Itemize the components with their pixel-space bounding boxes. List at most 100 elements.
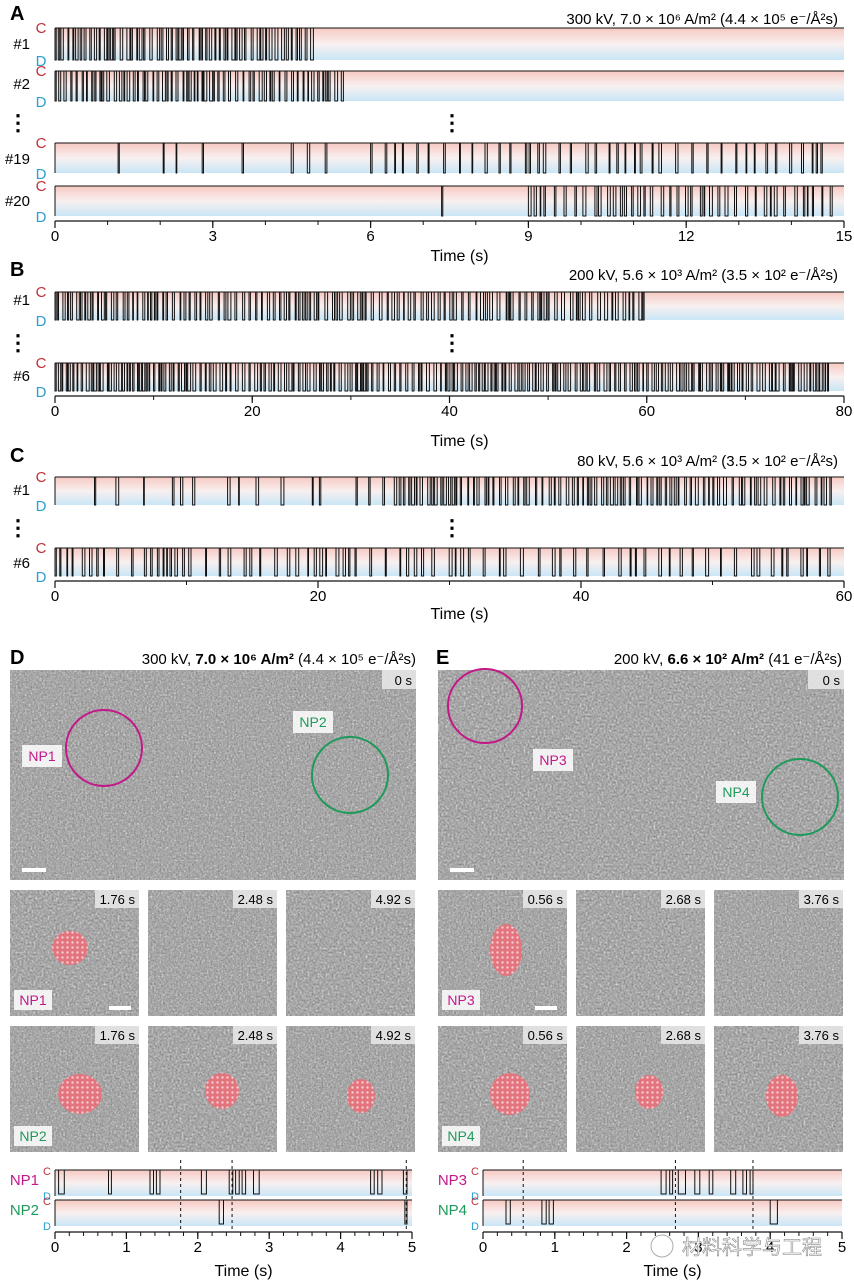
state-d-label: D [36, 94, 47, 111]
state-c-label: C [43, 1166, 51, 1178]
tem-frame: 3.76 s [714, 890, 843, 1016]
nanoparticle-overlay [205, 1073, 239, 1109]
tem-frame: 2.48 s [148, 890, 277, 1016]
np1-circle [65, 709, 143, 787]
frame-time: 2.48 s [238, 1028, 274, 1043]
frame-np-label: NP3 [447, 992, 474, 1008]
axis-e: 0 1 2 3 4 5 Time (s) [479, 1231, 846, 1280]
state-d-label: D [36, 569, 47, 586]
trace-label: NP4 [438, 1202, 467, 1219]
panel-e-condition: 200 kV, 6.6 × 10² A/m² (41 e⁻/Å²s) [614, 651, 842, 668]
track-label: #20 [5, 193, 30, 210]
state-d-label: D [43, 1221, 51, 1233]
state-d-label: D [43, 1191, 51, 1203]
x-tick-label: 20 [244, 403, 261, 420]
frame-np-label: NP2 [19, 1128, 46, 1144]
x-tick-label: 1 [551, 1239, 559, 1256]
nanoparticle-overlay [58, 1074, 102, 1114]
nanoparticle-overlay [490, 924, 522, 976]
watermark-text: 材料科学与工程 [682, 1236, 822, 1259]
state-c-label: C [36, 469, 47, 486]
scale-bar [535, 1006, 557, 1010]
x-tick-label: 0 [51, 588, 59, 605]
frame-time: 3.76 s [804, 1028, 840, 1043]
frame-time: 2.68 s [666, 1028, 702, 1043]
trace-np3: NP3 C D [438, 1166, 842, 1203]
state-c-label: C [36, 178, 47, 195]
x-tick-label: 3 [265, 1239, 273, 1256]
x-axis-label: Time (s) [643, 1263, 701, 1280]
np3-label: NP3 [539, 752, 566, 768]
trace-np1: NP1 C D [10, 1166, 412, 1203]
panel-d-main-image: 0 s NP1 NP2 [10, 670, 416, 880]
state-d-label: D [36, 384, 47, 401]
trace-label: NP1 [10, 1172, 39, 1189]
x-tick-label: 9 [524, 228, 532, 245]
panel-b-condition: 200 kV, 5.6 × 10³ A/m² (3.5 × 10² e⁻/Å²s… [569, 267, 838, 284]
state-c-label: C [36, 284, 47, 301]
x-tick-label: 2 [194, 1239, 202, 1256]
track-c-1: #1 CD [13, 469, 844, 515]
x-axis-label: Time (s) [430, 606, 488, 623]
panel-c-condition: 80 kV, 5.6 × 10³ A/m² (3.5 × 10² e⁻/Å²s) [577, 453, 838, 470]
x-tick-label: 15 [836, 228, 853, 245]
panel-d-frames: 1.76 s NP1 2.48 s 4.92 s 1.76 s NP2 2.48 s 4.92… [10, 890, 415, 1152]
state-d-label: D [471, 1191, 479, 1203]
tem-frame: 0.56 s NP4 [438, 1026, 567, 1152]
np4-label: NP4 [722, 784, 749, 800]
panel-letter-c: C [10, 445, 24, 467]
frame-time: 0.56 s [528, 892, 564, 907]
x-tick-label: 5 [408, 1239, 416, 1256]
track-label: #6 [13, 555, 30, 572]
x-tick-label: 1 [122, 1239, 130, 1256]
frame-np-label: NP4 [447, 1128, 474, 1144]
tem-frame: 4.92 s [286, 890, 415, 1016]
ellipsis-b-left: ⋮ [7, 330, 29, 355]
panel-d-condition: 300 kV, 7.0 × 10⁶ A/m² (4.4 × 10⁵ e⁻/Å²s… [142, 651, 416, 668]
ellipsis-b-center: ⋮ [441, 330, 463, 355]
np4-circle [761, 758, 839, 836]
nanoparticle-overlay [490, 1073, 530, 1115]
x-axis-label: Time (s) [430, 248, 488, 265]
x-tick-label: 4 [336, 1239, 344, 1256]
ellipsis-c-center: ⋮ [441, 515, 463, 540]
track-label: #6 [13, 368, 30, 385]
x-tick-label: 12 [678, 228, 695, 245]
panel-e-time-stamp: 0 s [823, 673, 841, 688]
axis-c: 0 20 40 60 Time (s) [51, 580, 852, 623]
tem-frame: 1.76 s NP1 [10, 890, 139, 1016]
x-tick-label: 0 [479, 1239, 487, 1256]
track-a-1: #1 CD [13, 20, 844, 70]
axis-a: 0 3 6 9 12 15 Time (s) [51, 220, 853, 265]
panel-letter-e: E [436, 647, 449, 669]
nanoparticle-overlay [347, 1079, 375, 1113]
state-c-label: C [36, 63, 47, 80]
state-d-label: D [471, 1221, 479, 1233]
state-c-label: C [471, 1166, 479, 1178]
track-label: #1 [13, 36, 30, 53]
x-tick-label: 0 [51, 228, 59, 245]
panel-d-time-stamp: 0 s [395, 673, 413, 688]
tem-frame: 2.48 s [148, 1026, 277, 1152]
frame-time: 4.92 s [376, 1028, 412, 1043]
x-tick-label: 3 [209, 228, 217, 245]
x-tick-label: 4 [766, 1239, 774, 1256]
track-label: #1 [13, 482, 30, 499]
tem-frame: 4.92 s [286, 1026, 415, 1152]
track-a-20: #20 CD [5, 178, 844, 226]
track-a-2: #2 CD [13, 63, 844, 111]
state-c-label: C [471, 1196, 479, 1208]
x-axis-label: Time (s) [214, 1263, 272, 1280]
state-d-label: D [36, 313, 47, 330]
x-tick-label: 40 [441, 403, 458, 420]
x-tick-label: 0 [51, 403, 59, 420]
tem-frame: 2.68 s [576, 890, 705, 1016]
x-tick-label: 3 [694, 1239, 702, 1256]
nanoparticle-overlay [635, 1075, 663, 1109]
x-tick-label: 40 [573, 588, 590, 605]
frame-time: 0.56 s [528, 1028, 564, 1043]
watermark: 材料科学与工程 [650, 1234, 822, 1259]
